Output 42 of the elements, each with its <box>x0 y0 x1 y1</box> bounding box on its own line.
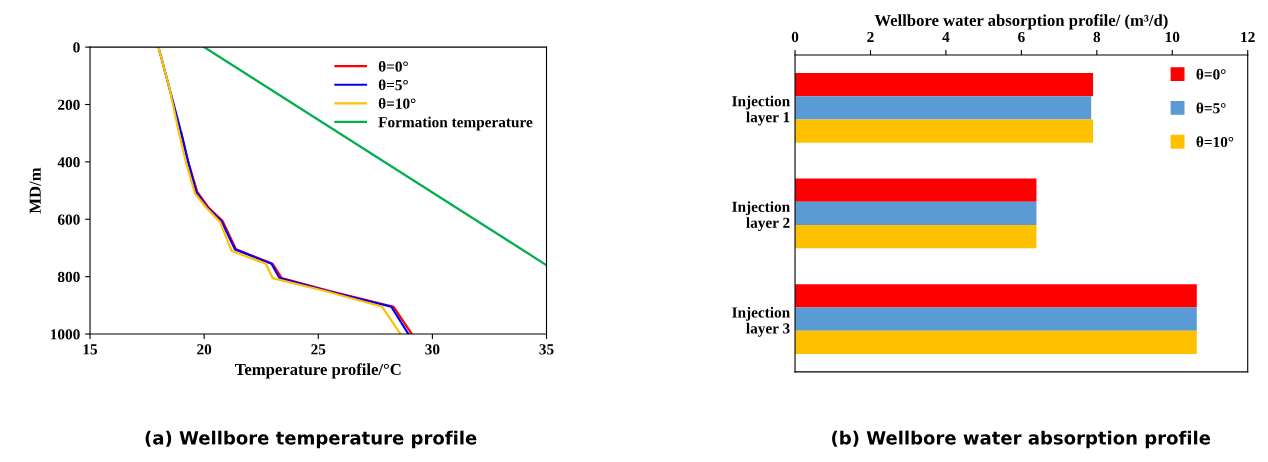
legend-label: θ=5° <box>1196 102 1226 114</box>
legend-label: θ=10° <box>378 97 416 109</box>
y-axis-title: MD/m <box>29 167 41 214</box>
bar <box>795 225 1037 249</box>
bar <box>795 307 1197 331</box>
y-tick-label: 0 <box>73 42 80 53</box>
x-tick-label: 10 <box>1165 31 1180 43</box>
text: (a) Wellbore temperature profile <box>145 430 477 449</box>
x-tick-label: 2 <box>867 31 874 42</box>
bar <box>795 119 1094 143</box>
text: (b) Wellbore water absorption profile <box>832 430 1211 449</box>
x-tick-label: 4 <box>942 31 950 42</box>
legend-label: θ=0° <box>1196 68 1226 80</box>
legend-label: θ=10° <box>1196 136 1234 148</box>
x-axis-title: Wellbore water absorption profile/ (m³/d) <box>874 14 1168 30</box>
bar <box>795 96 1092 120</box>
bar <box>795 284 1197 308</box>
bar <box>795 330 1197 354</box>
legend-label: θ=5° <box>378 79 408 91</box>
bar <box>795 72 1094 97</box>
y-tick-label: 600 <box>57 214 80 225</box>
x-axis-title: Temperature profile/°C <box>235 363 401 379</box>
y-tick-label: 1000 <box>50 329 80 340</box>
x-tick-label: 6 <box>1018 31 1025 43</box>
x-tick-label: 8 <box>1093 31 1101 43</box>
bar <box>795 178 1037 202</box>
x-tick-label: 12 <box>1241 31 1255 42</box>
bar <box>795 201 1037 226</box>
y-tick-label: 400 <box>57 157 80 168</box>
x-tick-label: 20 <box>197 344 212 355</box>
y-tick-label: 800 <box>57 271 80 283</box>
y-tick-label: 200 <box>58 99 80 110</box>
legend-label: Formation temperature <box>378 116 533 131</box>
y-tick-label: Injection layer 1 <box>732 95 790 126</box>
x-tick-label: 30 <box>425 344 440 355</box>
x-tick-label: 15 <box>83 344 98 355</box>
x-tick-label: 25 <box>311 344 326 355</box>
x-tick-label: 35 <box>539 344 554 355</box>
x-tick-label: 0 <box>791 31 799 43</box>
y-tick-label: Injection layer 3 <box>732 306 790 337</box>
legend-label: θ=0° <box>378 60 408 72</box>
y-tick-label: Injection layer 2 <box>732 201 790 232</box>
